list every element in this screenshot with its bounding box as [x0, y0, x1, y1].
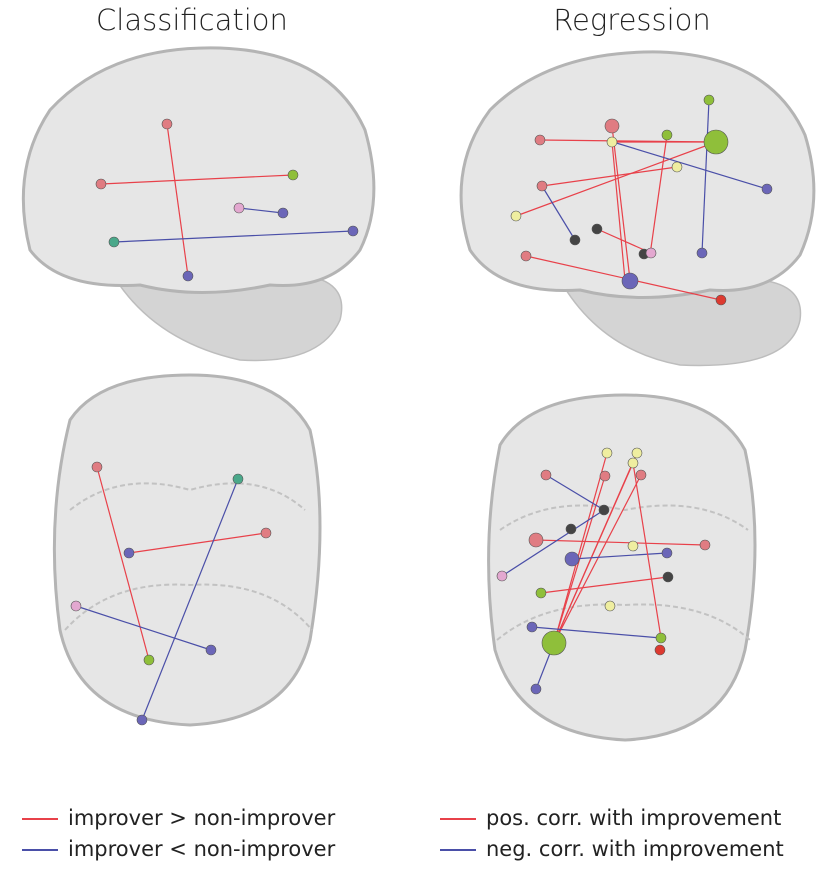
node — [628, 458, 638, 468]
node — [762, 184, 772, 194]
legend-label: improver > non-improver — [68, 806, 336, 830]
node — [632, 448, 642, 458]
node — [234, 203, 244, 213]
brain-lateral-right — [461, 52, 814, 366]
node — [672, 162, 682, 172]
node — [605, 601, 615, 611]
node — [348, 226, 358, 236]
node — [261, 528, 271, 538]
node — [655, 645, 665, 655]
node — [662, 548, 672, 558]
node — [511, 211, 521, 221]
node — [497, 571, 507, 581]
node — [602, 448, 612, 458]
node — [521, 251, 531, 261]
node — [636, 470, 646, 480]
legend-label: pos. corr. with improvement — [486, 806, 781, 830]
node — [529, 533, 543, 547]
brain-lateral-left — [23, 48, 374, 361]
node — [716, 295, 726, 305]
node — [646, 248, 656, 258]
node — [183, 271, 193, 281]
legend-label: improver < non-improver — [68, 837, 336, 861]
node — [92, 462, 102, 472]
node — [144, 655, 154, 665]
node — [124, 548, 134, 558]
node — [537, 181, 547, 191]
node — [704, 95, 714, 105]
node — [71, 601, 81, 611]
node — [622, 273, 638, 289]
node — [206, 645, 216, 655]
node — [162, 119, 172, 129]
node — [531, 684, 541, 694]
node — [592, 224, 602, 234]
node — [656, 633, 666, 643]
legend-label: neg. corr. with improvement — [486, 837, 784, 861]
page: {"panels": [ {"title": "Classification",… — [0, 0, 828, 869]
brain-axial-right — [489, 395, 755, 740]
node — [109, 237, 119, 247]
panel-title: Classification — [96, 3, 288, 37]
node — [662, 130, 672, 140]
figure: Classification Regression improver > non… — [0, 0, 828, 869]
node — [607, 137, 617, 147]
panel-title: Regression — [553, 3, 711, 37]
brain-axial-left — [54, 375, 320, 725]
node — [96, 179, 106, 189]
node — [697, 248, 707, 258]
node — [700, 540, 710, 550]
node — [527, 622, 537, 632]
node — [278, 208, 288, 218]
node — [704, 130, 728, 154]
node — [600, 471, 610, 481]
node — [541, 470, 551, 480]
node — [599, 505, 609, 515]
node — [570, 235, 580, 245]
node — [605, 119, 619, 133]
node — [288, 170, 298, 180]
node — [663, 572, 673, 582]
node — [566, 524, 576, 534]
node — [628, 541, 638, 551]
node — [565, 552, 579, 566]
node — [536, 588, 546, 598]
node — [542, 631, 566, 655]
node — [535, 135, 545, 145]
node — [137, 715, 147, 725]
node — [233, 474, 243, 484]
